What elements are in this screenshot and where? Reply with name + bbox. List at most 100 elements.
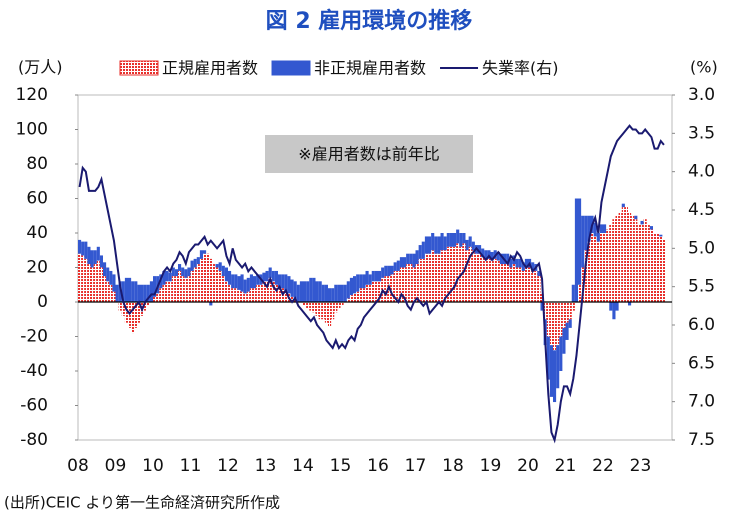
bar bbox=[571, 284, 575, 302]
bar bbox=[565, 302, 569, 323]
bar bbox=[403, 267, 407, 302]
bar bbox=[318, 302, 322, 320]
bar bbox=[521, 262, 525, 271]
bar bbox=[434, 253, 438, 302]
legend-swatch bbox=[119, 60, 159, 76]
y2-tick-label: 5.5 bbox=[688, 277, 715, 297]
bar bbox=[224, 281, 228, 302]
bar bbox=[424, 253, 428, 302]
bar bbox=[356, 274, 360, 292]
bar bbox=[603, 233, 607, 302]
y-tick-label: -60 bbox=[20, 396, 48, 416]
bar bbox=[243, 293, 247, 302]
bar bbox=[109, 284, 113, 302]
bar bbox=[578, 198, 582, 285]
x-tick-label: 21 bbox=[555, 456, 577, 476]
bar bbox=[562, 327, 566, 354]
bar bbox=[615, 302, 619, 311]
bar bbox=[134, 281, 138, 302]
y-tick-label: 120 bbox=[16, 85, 48, 105]
bar bbox=[449, 246, 453, 302]
bar bbox=[628, 212, 632, 302]
bar bbox=[546, 336, 550, 380]
bar bbox=[509, 258, 513, 268]
bar bbox=[546, 302, 550, 337]
legend-swatch bbox=[271, 60, 311, 76]
bar bbox=[515, 258, 519, 268]
bar bbox=[346, 281, 350, 299]
annotation: ※雇用者数は前年比 bbox=[298, 145, 439, 164]
bar bbox=[662, 239, 666, 302]
bar bbox=[571, 302, 575, 311]
bar bbox=[609, 302, 613, 311]
bar bbox=[634, 215, 638, 220]
bar bbox=[184, 277, 188, 302]
bar bbox=[618, 212, 622, 302]
legend-label: 正規雇用者数 bbox=[162, 59, 258, 78]
bar bbox=[324, 302, 328, 323]
bar bbox=[284, 291, 288, 302]
bar bbox=[299, 281, 303, 302]
bar bbox=[99, 267, 103, 302]
bar bbox=[171, 276, 175, 302]
bar bbox=[556, 345, 560, 389]
bar bbox=[559, 302, 563, 337]
y-tick-label: 100 bbox=[16, 120, 48, 140]
bar bbox=[146, 284, 150, 302]
bar bbox=[196, 264, 200, 302]
bar bbox=[568, 302, 572, 320]
bar bbox=[653, 233, 657, 302]
y-tick-label: -40 bbox=[20, 361, 48, 381]
y2-tick-label: 3.0 bbox=[688, 85, 715, 105]
bar bbox=[396, 270, 400, 302]
bar bbox=[412, 253, 416, 268]
x-tick-label: 18 bbox=[442, 456, 464, 476]
bar bbox=[518, 267, 522, 302]
bar bbox=[237, 289, 241, 302]
bar bbox=[78, 253, 82, 302]
y-tick-label: -80 bbox=[20, 430, 48, 450]
bar bbox=[99, 255, 103, 268]
bar bbox=[418, 245, 422, 259]
bar bbox=[371, 270, 375, 282]
bar bbox=[362, 288, 366, 302]
bar bbox=[237, 276, 241, 290]
bar bbox=[165, 281, 169, 302]
bar bbox=[512, 264, 516, 302]
bar bbox=[428, 236, 432, 254]
bar bbox=[478, 245, 482, 254]
bar bbox=[549, 302, 553, 346]
x-tick-label: 12 bbox=[217, 456, 239, 476]
bar bbox=[443, 236, 447, 251]
bar bbox=[556, 302, 560, 346]
bar bbox=[124, 302, 128, 323]
bar bbox=[521, 270, 525, 302]
bar bbox=[231, 274, 235, 289]
bar bbox=[84, 241, 88, 259]
bar bbox=[293, 281, 297, 299]
bar bbox=[228, 284, 232, 302]
bar bbox=[112, 291, 116, 302]
bar bbox=[659, 236, 663, 302]
bar bbox=[312, 277, 316, 302]
bar bbox=[90, 267, 94, 302]
bar bbox=[81, 255, 85, 302]
bar bbox=[312, 302, 316, 313]
bar bbox=[428, 253, 432, 302]
bar bbox=[334, 284, 338, 302]
bar bbox=[140, 284, 144, 302]
bar bbox=[253, 276, 257, 289]
y2-tick-label: 7.0 bbox=[688, 392, 715, 412]
bar bbox=[637, 224, 641, 302]
bar bbox=[359, 274, 363, 289]
bar bbox=[231, 288, 235, 302]
bar bbox=[168, 272, 172, 282]
bar bbox=[106, 267, 110, 282]
bar bbox=[209, 302, 213, 306]
bar bbox=[524, 267, 528, 302]
bar bbox=[190, 270, 194, 302]
bar bbox=[240, 291, 244, 302]
bar bbox=[515, 267, 519, 302]
bar bbox=[168, 281, 172, 302]
bar bbox=[187, 267, 191, 277]
